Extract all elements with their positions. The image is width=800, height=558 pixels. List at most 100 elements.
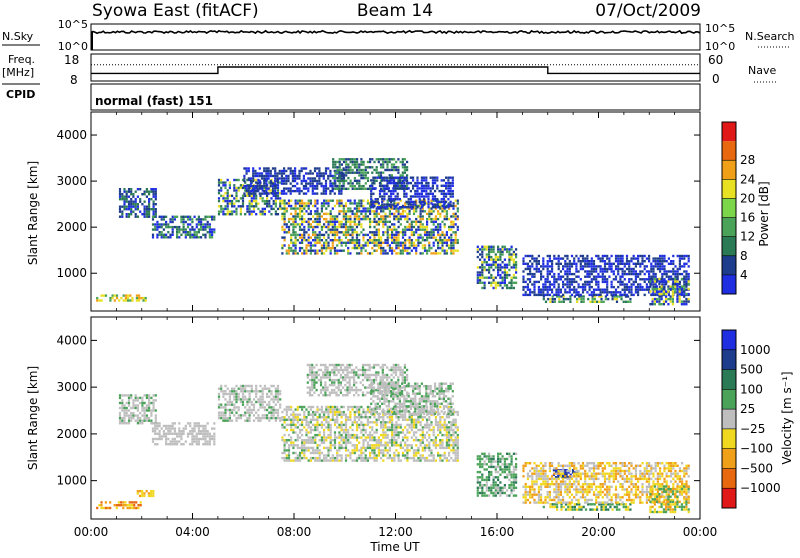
cell-2 [185, 231, 187, 233]
cell-5 [290, 242, 292, 244]
cell-5 [404, 239, 406, 241]
cell-10 [529, 291, 531, 293]
cell-5 [281, 416, 283, 418]
cell-3 [246, 208, 248, 210]
cell-10 [635, 289, 637, 291]
cell-3 [244, 213, 246, 215]
cell-5 [301, 207, 303, 209]
cell-10 [544, 289, 546, 291]
cell-5 [321, 226, 323, 228]
cell-6 [378, 172, 380, 174]
cell-0 [122, 501, 124, 503]
cell-5 [452, 213, 454, 215]
cell-10 [644, 294, 646, 296]
cell-2 [121, 420, 123, 422]
cell-7 [388, 195, 390, 197]
cell-5 [314, 459, 316, 461]
cell-5 [356, 231, 358, 233]
cell-5 [455, 213, 457, 215]
cell-4 [257, 409, 259, 411]
cell-10 [619, 257, 621, 259]
cell-3 [167, 425, 169, 427]
cell-5 [426, 231, 428, 233]
cell-4 [252, 170, 254, 172]
cell-4 [314, 177, 316, 179]
cell-10 [560, 291, 562, 293]
cell-6 [350, 161, 352, 163]
cell-2 [132, 407, 134, 409]
cell-4 [318, 182, 320, 184]
cell-11 [676, 280, 678, 282]
cell-10 [553, 278, 555, 280]
cell-3 [154, 422, 156, 424]
cell-7 [434, 198, 436, 200]
cell-1 [153, 196, 155, 198]
cell-4 [233, 406, 235, 408]
cell-10 [611, 255, 613, 257]
cell-5 [352, 221, 354, 223]
cell-0 [125, 297, 127, 299]
cell-1 [141, 490, 143, 492]
cell-3 [194, 435, 196, 437]
cell-2 [165, 226, 167, 228]
cell-11 [667, 280, 669, 282]
cell-4 [265, 185, 267, 187]
cell-8 [511, 246, 513, 248]
cell-6 [380, 172, 382, 174]
cell-10 [677, 276, 679, 278]
cell-3 [198, 440, 200, 442]
cell-10 [595, 276, 597, 278]
cell-10 [604, 260, 606, 262]
cell-8 [488, 266, 490, 268]
cell-5 [391, 213, 393, 215]
cell-7 [414, 190, 416, 192]
cell-2 [141, 404, 143, 406]
cell-8 [481, 287, 483, 289]
cell-3 [218, 210, 220, 212]
cell-2 [187, 223, 189, 225]
cell-5 [286, 411, 288, 413]
cell-0 [137, 504, 139, 506]
cell-10 [533, 294, 535, 296]
cell-10 [683, 283, 685, 285]
cell-2 [180, 218, 182, 220]
cell-7 [416, 185, 418, 187]
cell-4 [298, 192, 300, 194]
cell-6 [363, 177, 365, 179]
cell-2 [156, 226, 158, 228]
cell-5 [295, 419, 297, 421]
cell-6 [367, 166, 369, 168]
cell-5 [295, 226, 297, 228]
cell-3 [222, 208, 224, 210]
cell-5 [387, 426, 389, 428]
cell-7 [447, 198, 449, 200]
cell-10 [558, 263, 560, 265]
cell-10 [630, 260, 632, 262]
cell-3 [259, 210, 261, 212]
cell-7 [438, 201, 440, 203]
colorbar-tick-label: 12 [740, 230, 755, 244]
cell-5 [422, 229, 424, 231]
cell-1 [148, 193, 150, 195]
cell-2 [163, 228, 165, 230]
cell-0 [145, 299, 147, 301]
cell-5 [286, 459, 288, 461]
cell-7 [370, 193, 372, 195]
cell-5 [384, 431, 386, 433]
cell-3 [209, 438, 211, 440]
cell-5 [378, 239, 380, 241]
cell-10 [591, 294, 593, 296]
cell-2 [155, 420, 157, 422]
cell-7 [381, 201, 383, 203]
cell-5 [380, 439, 382, 441]
cell-2 [209, 234, 211, 236]
cell-5 [301, 408, 303, 410]
cell-7 [383, 203, 385, 205]
cell-1 [123, 201, 125, 203]
cell-11 [654, 298, 656, 300]
cell-10 [584, 281, 586, 283]
cell-10 [566, 273, 568, 275]
cell-5 [343, 205, 345, 207]
cell-10 [619, 283, 621, 285]
cell-5 [330, 229, 332, 231]
